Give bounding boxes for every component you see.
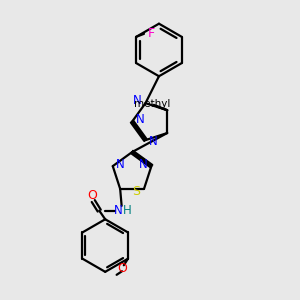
Text: S: S (132, 185, 140, 198)
Text: H: H (123, 204, 132, 217)
Text: N: N (116, 158, 125, 171)
Text: F: F (148, 27, 155, 40)
Text: N: N (139, 158, 148, 171)
Text: N: N (136, 113, 144, 126)
Text: N: N (133, 94, 142, 107)
Text: O: O (117, 262, 127, 275)
Text: N: N (149, 135, 158, 148)
Text: O: O (88, 189, 98, 202)
Text: N: N (113, 204, 122, 217)
Text: methyl: methyl (134, 99, 170, 109)
